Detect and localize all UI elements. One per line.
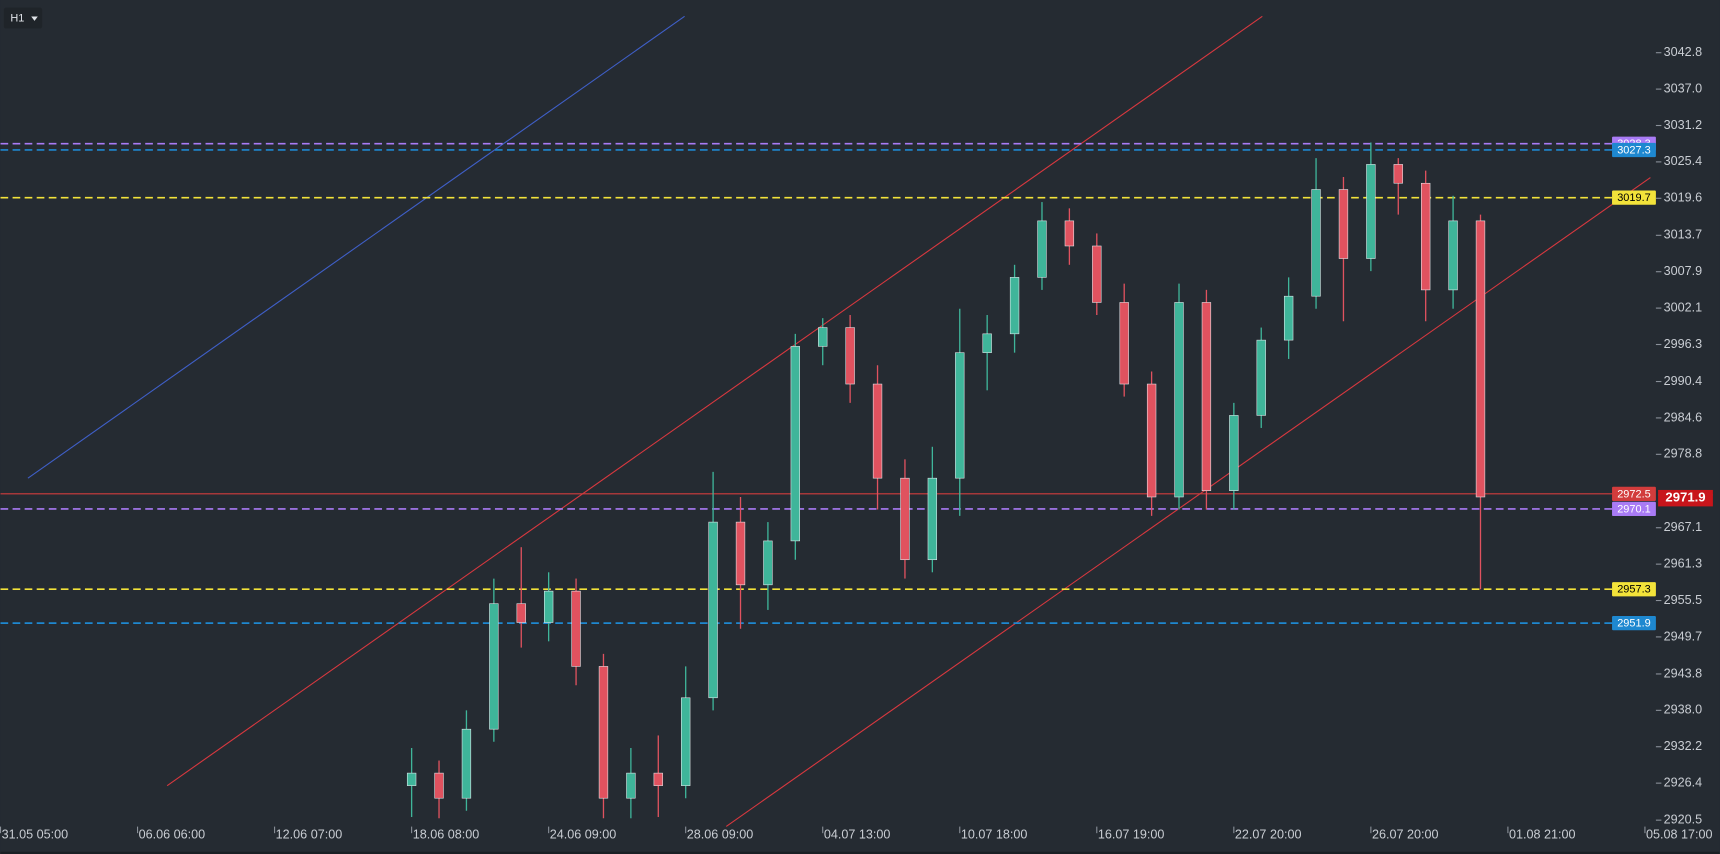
candle-body — [1256, 339, 1266, 416]
y-tick-label: 2938.0 — [1664, 703, 1703, 717]
candle-body — [1421, 182, 1431, 291]
y-tick-label: 2943.8 — [1664, 666, 1703, 680]
candle-body — [543, 590, 554, 623]
candle-body — [818, 327, 828, 347]
y-tick-label: 2990.4 — [1664, 374, 1703, 388]
candle-body — [1201, 302, 1212, 491]
level-label: 3019.7 — [1617, 192, 1651, 204]
x-tick-label: 01.08 21:00 — [1509, 828, 1576, 842]
candle-body — [406, 772, 417, 786]
y-tick-label: 3037.0 — [1664, 81, 1703, 95]
candle-body — [955, 352, 965, 479]
level-label: 2951.9 — [1617, 618, 1651, 630]
last-price-label: 2971.9 — [1665, 490, 1705, 505]
candle-body — [1037, 220, 1047, 278]
x-tick-label: 16.07 19:00 — [1098, 828, 1165, 842]
dropdown-caret[interactable] — [31, 16, 38, 21]
candle-body — [790, 346, 800, 542]
x-tick-label: 05.08 17:00 — [1646, 828, 1713, 842]
level-label-bg — [1612, 501, 1656, 517]
candle-body — [1174, 302, 1184, 498]
candle-body — [872, 383, 883, 479]
plot-area: 31.05 05:00 06.06 06:00 12.06 07:00 18.06 0… — [0, 15, 1713, 842]
candle-body — [598, 666, 609, 799]
candle-body — [1283, 295, 1294, 341]
y-tick-label: 3025.4 — [1664, 154, 1703, 168]
y-tick-label: 3042.8 — [1664, 45, 1703, 59]
x-tick-label: 31.05 05:00 — [2, 828, 69, 842]
timeframe-button-bg[interactable] — [3, 7, 43, 29]
candle-body — [681, 697, 691, 786]
candle-body — [626, 772, 636, 799]
candle-body — [1229, 415, 1239, 491]
level-label-bg — [1612, 142, 1656, 158]
candle-body — [1338, 189, 1349, 259]
candle-body — [1475, 220, 1486, 498]
level-label-bg — [1612, 190, 1656, 205]
y-tick-label: 3031.2 — [1664, 118, 1703, 132]
candle-body — [763, 540, 773, 586]
candle-body — [571, 590, 581, 667]
candle-body — [708, 521, 718, 699]
x-tick-label: 18.06 08:00 — [413, 828, 480, 842]
candle-body — [900, 477, 910, 561]
candle-body — [1146, 383, 1157, 498]
y-tick-label: 2926.4 — [1664, 775, 1703, 789]
y-tick-label: 2932.2 — [1664, 739, 1703, 753]
x-tick-label: 06.06 06:00 — [139, 828, 206, 842]
y-tick-label: 2996.3 — [1664, 337, 1703, 351]
y-tick-label: 2984.6 — [1664, 410, 1703, 424]
level-label: 2957.3 — [1617, 584, 1651, 596]
last-price-bg — [1658, 489, 1713, 507]
candle-body — [1064, 220, 1075, 247]
y-tick-label: 2967.1 — [1664, 520, 1703, 534]
candle-body — [1119, 302, 1129, 385]
level-label-bg — [1612, 486, 1656, 501]
candle-body — [735, 521, 746, 586]
y-tick-label: 3013.7 — [1664, 228, 1703, 242]
trend-line — [27, 15, 685, 479]
x-tick-label: 12.06 07:00 — [276, 828, 343, 842]
candle-body — [1009, 277, 1020, 335]
level-label: 2972.5 — [1617, 488, 1651, 500]
level-label: 2970.1 — [1617, 503, 1651, 515]
x-tick-label: 24.06 09:00 — [550, 828, 617, 842]
y-tick-label: 3019.6 — [1664, 191, 1703, 205]
candle-body — [1393, 164, 1403, 184]
candle-body — [489, 603, 499, 730]
y-tick-label: 3002.1 — [1664, 300, 1703, 314]
y-tick-label: 2978.8 — [1664, 447, 1703, 461]
timeframe-label[interactable]: H1 — [10, 13, 24, 25]
candle-body — [927, 477, 938, 561]
level-label-bg — [1612, 615, 1656, 631]
candle-body — [434, 772, 444, 799]
candle-body — [461, 728, 472, 799]
y-tick-label: 3007.9 — [1664, 264, 1703, 278]
y-tick-label: 2949.7 — [1664, 629, 1703, 643]
level-label: 3027.3 — [1617, 144, 1651, 156]
x-tick-label: 26.07 20:00 — [1372, 828, 1439, 842]
timeframe-button[interactable]: H1 — [3, 7, 43, 29]
x-tick-label: 22.07 20:00 — [1235, 828, 1302, 842]
y-tick-label: 2920.5 — [1664, 812, 1703, 826]
x-tick-label: 28.06 09:00 — [687, 828, 754, 842]
trend-line — [166, 15, 1263, 787]
candle-body — [845, 327, 855, 385]
x-tick-label: 04.07 13:00 — [824, 828, 891, 842]
candle-body — [982, 333, 992, 353]
candle-body — [653, 772, 663, 786]
y-tick-label: 2955.5 — [1664, 593, 1703, 607]
candle-body — [1092, 245, 1102, 303]
candle-body — [1366, 164, 1376, 259]
candle-body — [1311, 189, 1321, 297]
y-tick-label: 2961.3 — [1664, 556, 1703, 570]
candle-body — [516, 603, 526, 623]
candle-body — [1448, 220, 1458, 291]
trend-line — [725, 177, 1651, 827]
level-label-bg — [1612, 582, 1656, 597]
x-tick-label: 10.07 18:00 — [961, 828, 1028, 842]
